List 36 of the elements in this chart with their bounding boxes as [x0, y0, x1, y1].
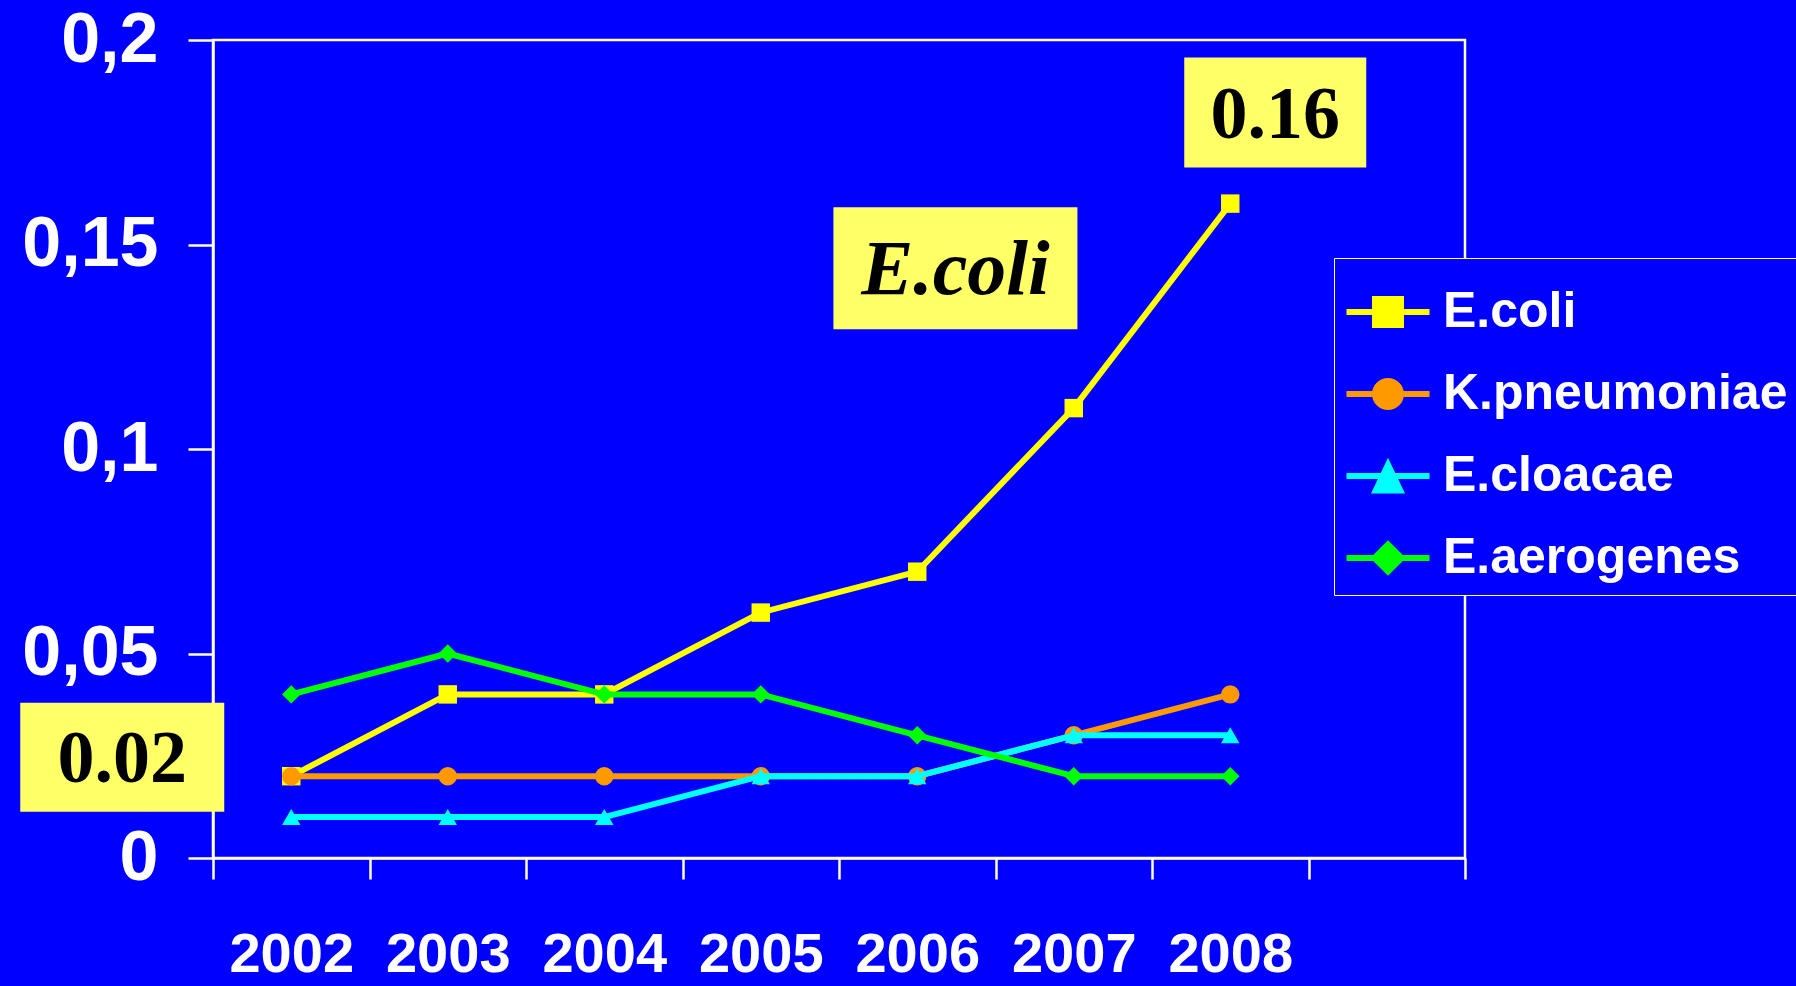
point [1221, 685, 1240, 704]
x-tick-label: 2008 [1168, 920, 1294, 984]
x-tick-label: 2006 [855, 920, 981, 984]
point [438, 685, 457, 704]
point [1221, 194, 1240, 213]
point [908, 562, 927, 581]
point [751, 603, 770, 622]
point [595, 809, 614, 826]
y-tick-label: 0,05 [22, 612, 159, 690]
x-tick-label: 2004 [542, 920, 668, 984]
y-tick-label: 0,1 [61, 407, 159, 486]
legend-label: E.coli [1443, 282, 1577, 338]
point [282, 685, 301, 704]
point [1221, 766, 1240, 786]
data-label: 0.16 [1210, 71, 1340, 154]
x-tick-label: 2005 [698, 920, 824, 984]
point [438, 809, 457, 826]
point [908, 726, 927, 745]
x-tick-label: 2002 [229, 920, 355, 984]
legend-label: E.cloacae [1443, 446, 1674, 502]
point [438, 767, 457, 786]
data-label: 0.02 [57, 716, 187, 799]
point [1064, 766, 1083, 786]
annotation: E.coli [860, 224, 1050, 312]
x-tick-label: 2003 [385, 920, 511, 984]
point [1064, 398, 1083, 418]
legend-label: E.aerogenes [1443, 528, 1741, 584]
y-tick-label: 0,2 [61, 0, 159, 77]
y-tick-label: 0,15 [22, 203, 159, 281]
x-tick-label: 2007 [1011, 920, 1137, 984]
point [595, 767, 614, 786]
point [282, 809, 301, 826]
legend-label: K.pneumoniae [1443, 364, 1788, 420]
point [438, 644, 457, 663]
y-tick-label: 0 [119, 816, 159, 895]
point [1221, 727, 1240, 744]
